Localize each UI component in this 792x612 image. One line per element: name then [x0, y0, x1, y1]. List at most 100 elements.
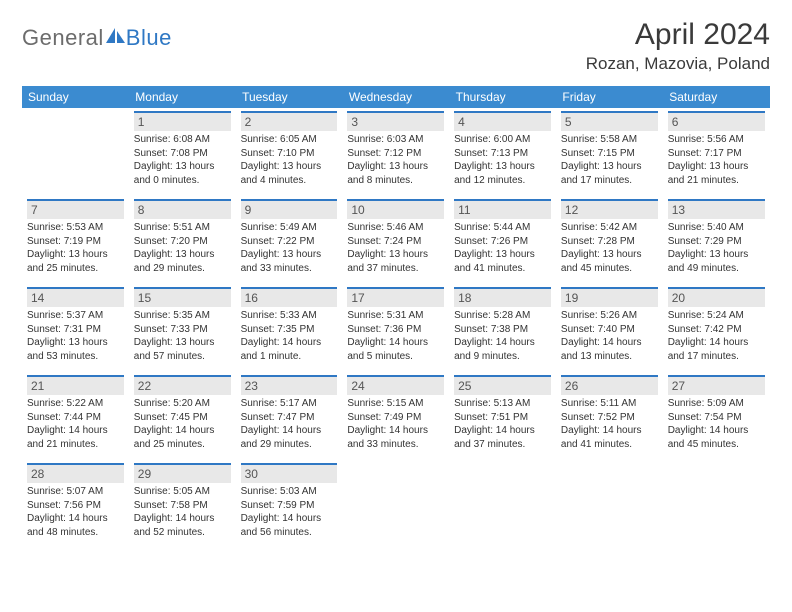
weekday-header: Sunday [22, 86, 129, 108]
day-number: 7 [27, 199, 124, 219]
calendar-cell: 26Sunrise: 5:11 AMSunset: 7:52 PMDayligh… [556, 372, 663, 460]
day-number: 24 [347, 375, 444, 395]
calendar-week-row: 14Sunrise: 5:37 AMSunset: 7:31 PMDayligh… [22, 284, 770, 372]
day-info: Sunrise: 6:08 AMSunset: 7:08 PMDaylight:… [134, 133, 231, 187]
day-info: Sunrise: 5:58 AMSunset: 7:15 PMDaylight:… [561, 133, 658, 187]
day-info: Sunrise: 6:05 AMSunset: 7:10 PMDaylight:… [241, 133, 338, 187]
calendar-cell: 18Sunrise: 5:28 AMSunset: 7:38 PMDayligh… [449, 284, 556, 372]
calendar-cell: 11Sunrise: 5:44 AMSunset: 7:26 PMDayligh… [449, 196, 556, 284]
day-info: Sunrise: 5:40 AMSunset: 7:29 PMDaylight:… [668, 221, 765, 275]
brand-word-1: General [22, 25, 104, 51]
title-block: April 2024 Rozan, Mazovia, Poland [586, 18, 770, 74]
calendar-cell: 24Sunrise: 5:15 AMSunset: 7:49 PMDayligh… [342, 372, 449, 460]
day-number: 16 [241, 287, 338, 307]
day-info: Sunrise: 5:28 AMSunset: 7:38 PMDaylight:… [454, 309, 551, 363]
day-info: Sunrise: 5:33 AMSunset: 7:35 PMDaylight:… [241, 309, 338, 363]
calendar-cell: 2Sunrise: 6:05 AMSunset: 7:10 PMDaylight… [236, 108, 343, 196]
calendar-cell: 3Sunrise: 6:03 AMSunset: 7:12 PMDaylight… [342, 108, 449, 196]
calendar-cell [663, 460, 770, 548]
calendar-cell: 1Sunrise: 6:08 AMSunset: 7:08 PMDaylight… [129, 108, 236, 196]
calendar-cell: 27Sunrise: 5:09 AMSunset: 7:54 PMDayligh… [663, 372, 770, 460]
day-info: Sunrise: 5:09 AMSunset: 7:54 PMDaylight:… [668, 397, 765, 451]
day-info: Sunrise: 5:11 AMSunset: 7:52 PMDaylight:… [561, 397, 658, 451]
calendar-cell: 9Sunrise: 5:49 AMSunset: 7:22 PMDaylight… [236, 196, 343, 284]
day-info: Sunrise: 5:35 AMSunset: 7:33 PMDaylight:… [134, 309, 231, 363]
day-number: 10 [347, 199, 444, 219]
day-number: 2 [241, 111, 338, 131]
day-info: Sunrise: 6:00 AMSunset: 7:13 PMDaylight:… [454, 133, 551, 187]
calendar-body: 1Sunrise: 6:08 AMSunset: 7:08 PMDaylight… [22, 108, 770, 548]
calendar-cell: 13Sunrise: 5:40 AMSunset: 7:29 PMDayligh… [663, 196, 770, 284]
day-info: Sunrise: 6:03 AMSunset: 7:12 PMDaylight:… [347, 133, 444, 187]
day-info: Sunrise: 5:15 AMSunset: 7:49 PMDaylight:… [347, 397, 444, 451]
weekday-header: Tuesday [236, 86, 343, 108]
day-number: 13 [668, 199, 765, 219]
day-number: 18 [454, 287, 551, 307]
calendar-cell: 30Sunrise: 5:03 AMSunset: 7:59 PMDayligh… [236, 460, 343, 548]
day-number: 26 [561, 375, 658, 395]
calendar-cell [449, 460, 556, 548]
day-info: Sunrise: 5:51 AMSunset: 7:20 PMDaylight:… [134, 221, 231, 275]
calendar-cell: 14Sunrise: 5:37 AMSunset: 7:31 PMDayligh… [22, 284, 129, 372]
calendar-cell: 15Sunrise: 5:35 AMSunset: 7:33 PMDayligh… [129, 284, 236, 372]
day-info: Sunrise: 5:53 AMSunset: 7:19 PMDaylight:… [27, 221, 124, 275]
weekday-header: Monday [129, 86, 236, 108]
calendar-cell: 23Sunrise: 5:17 AMSunset: 7:47 PMDayligh… [236, 372, 343, 460]
calendar-cell: 19Sunrise: 5:26 AMSunset: 7:40 PMDayligh… [556, 284, 663, 372]
day-number: 17 [347, 287, 444, 307]
day-number: 22 [134, 375, 231, 395]
calendar-cell: 4Sunrise: 6:00 AMSunset: 7:13 PMDaylight… [449, 108, 556, 196]
calendar-cell: 8Sunrise: 5:51 AMSunset: 7:20 PMDaylight… [129, 196, 236, 284]
brand-logo: General Blue [22, 18, 172, 52]
calendar-cell [342, 460, 449, 548]
day-info: Sunrise: 5:56 AMSunset: 7:17 PMDaylight:… [668, 133, 765, 187]
day-number: 21 [27, 375, 124, 395]
weekday-header: Wednesday [342, 86, 449, 108]
day-number: 6 [668, 111, 765, 131]
day-info: Sunrise: 5:20 AMSunset: 7:45 PMDaylight:… [134, 397, 231, 451]
day-number: 30 [241, 463, 338, 483]
weekday-header: Saturday [663, 86, 770, 108]
day-number: 28 [27, 463, 124, 483]
calendar-cell: 22Sunrise: 5:20 AMSunset: 7:45 PMDayligh… [129, 372, 236, 460]
calendar-cell [22, 108, 129, 196]
weekday-header: Thursday [449, 86, 556, 108]
day-number: 1 [134, 111, 231, 131]
day-number: 20 [668, 287, 765, 307]
day-number: 15 [134, 287, 231, 307]
sail-icon [106, 24, 126, 50]
day-info: Sunrise: 5:07 AMSunset: 7:56 PMDaylight:… [27, 485, 124, 539]
day-number: 14 [27, 287, 124, 307]
brand-word-2: Blue [126, 25, 172, 51]
calendar-cell: 17Sunrise: 5:31 AMSunset: 7:36 PMDayligh… [342, 284, 449, 372]
location: Rozan, Mazovia, Poland [586, 54, 770, 74]
day-number: 3 [347, 111, 444, 131]
day-info: Sunrise: 5:42 AMSunset: 7:28 PMDaylight:… [561, 221, 658, 275]
day-info: Sunrise: 5:13 AMSunset: 7:51 PMDaylight:… [454, 397, 551, 451]
day-number: 5 [561, 111, 658, 131]
day-info: Sunrise: 5:44 AMSunset: 7:26 PMDaylight:… [454, 221, 551, 275]
day-number: 12 [561, 199, 658, 219]
day-info: Sunrise: 5:26 AMSunset: 7:40 PMDaylight:… [561, 309, 658, 363]
day-number: 27 [668, 375, 765, 395]
calendar-cell: 21Sunrise: 5:22 AMSunset: 7:44 PMDayligh… [22, 372, 129, 460]
day-info: Sunrise: 5:37 AMSunset: 7:31 PMDaylight:… [27, 309, 124, 363]
calendar-cell: 12Sunrise: 5:42 AMSunset: 7:28 PMDayligh… [556, 196, 663, 284]
calendar-cell: 10Sunrise: 5:46 AMSunset: 7:24 PMDayligh… [342, 196, 449, 284]
calendar-week-row: 21Sunrise: 5:22 AMSunset: 7:44 PMDayligh… [22, 372, 770, 460]
calendar-cell [556, 460, 663, 548]
calendar-cell: 29Sunrise: 5:05 AMSunset: 7:58 PMDayligh… [129, 460, 236, 548]
day-info: Sunrise: 5:05 AMSunset: 7:58 PMDaylight:… [134, 485, 231, 539]
calendar-cell: 28Sunrise: 5:07 AMSunset: 7:56 PMDayligh… [22, 460, 129, 548]
calendar-table: SundayMondayTuesdayWednesdayThursdayFrid… [22, 86, 770, 548]
day-info: Sunrise: 5:49 AMSunset: 7:22 PMDaylight:… [241, 221, 338, 275]
day-number: 19 [561, 287, 658, 307]
day-info: Sunrise: 5:24 AMSunset: 7:42 PMDaylight:… [668, 309, 765, 363]
calendar-cell: 20Sunrise: 5:24 AMSunset: 7:42 PMDayligh… [663, 284, 770, 372]
day-number: 9 [241, 199, 338, 219]
calendar-cell: 5Sunrise: 5:58 AMSunset: 7:15 PMDaylight… [556, 108, 663, 196]
day-info: Sunrise: 5:22 AMSunset: 7:44 PMDaylight:… [27, 397, 124, 451]
day-info: Sunrise: 5:03 AMSunset: 7:59 PMDaylight:… [241, 485, 338, 539]
calendar-cell: 16Sunrise: 5:33 AMSunset: 7:35 PMDayligh… [236, 284, 343, 372]
weekday-header: Friday [556, 86, 663, 108]
